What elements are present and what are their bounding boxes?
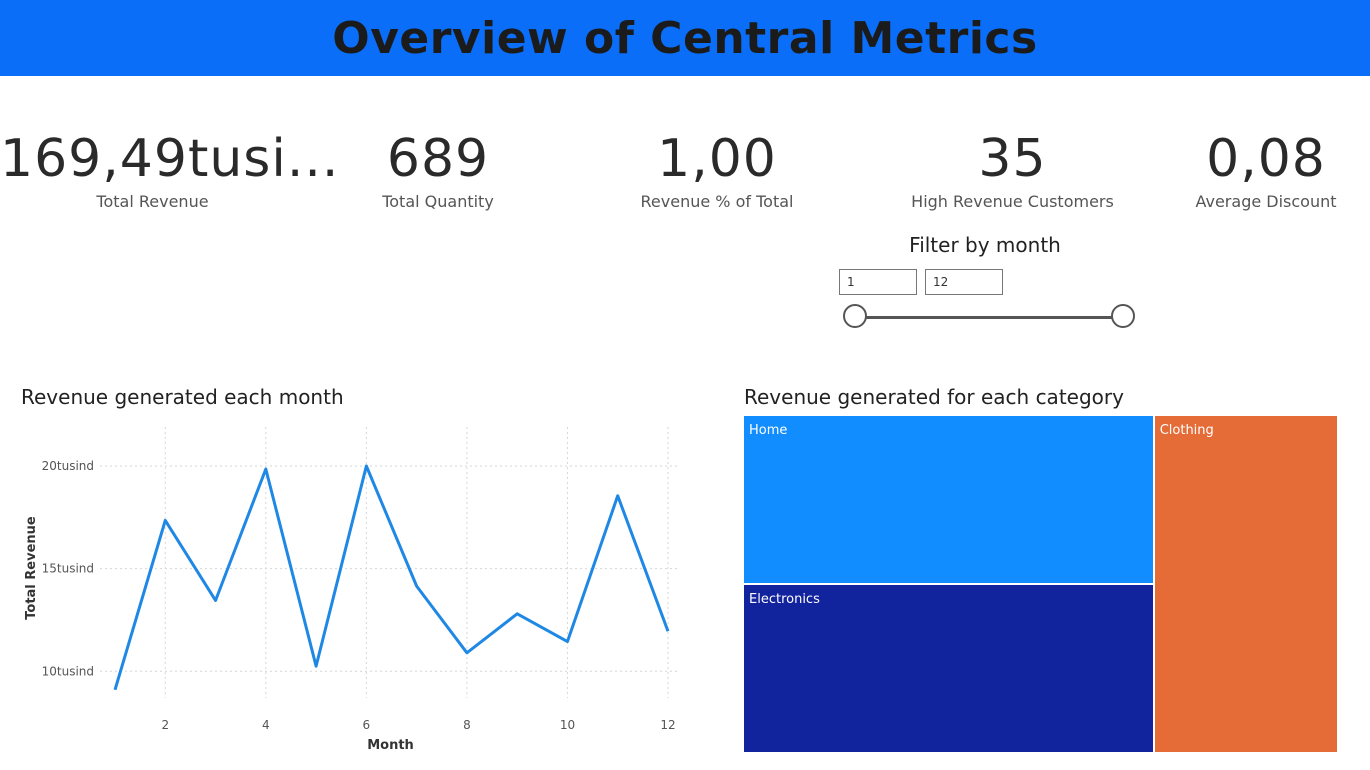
x-tick-label: 12 [660, 718, 675, 732]
kpi-value: 35 [978, 129, 1047, 189]
kpi-value: 689 [386, 129, 490, 189]
kpi-card-high-revenue-customers[interactable]: 35 High Revenue Customers [905, 128, 1120, 211]
line-chart-title: Revenue generated each month [21, 385, 344, 409]
treemap-tile-electronics[interactable]: Electronics [743, 584, 1154, 753]
slicer-max-input[interactable]: 12 [925, 269, 1003, 295]
revenue-line-chart[interactable]: 2 4 6 8 10 12 10tusind 15tusind 20tusind Month Tot… [0, 410, 700, 765]
slider-max-handle[interactable] [1111, 304, 1135, 328]
data-point [314, 664, 318, 668]
kpi-card-revenue-pct[interactable]: 1,00 Revenue % of Total [627, 128, 807, 211]
x-tick-label: 8 [463, 718, 471, 732]
page-title: Overview of Central Metrics [332, 12, 1038, 64]
kpi-card-average-discount[interactable]: 0,08 Average Discount [1187, 128, 1345, 211]
revenue-series-line [113, 464, 670, 691]
category-treemap[interactable]: Home Electronics Clothing [743, 415, 1338, 753]
x-axis-title: Month [367, 738, 414, 753]
kpi-card-total-quantity[interactable]: 689 Total Quantity [358, 128, 518, 211]
kpi-value: 0,08 [1206, 129, 1326, 189]
treemap-tile-label: Clothing [1159, 423, 1214, 438]
x-tick-label: 4 [262, 718, 270, 732]
data-point [616, 494, 620, 498]
y-tick-label: 20tusind [42, 459, 94, 473]
treemap-tile-label: Electronics [749, 592, 820, 607]
kpi-label: High Revenue Customers [911, 192, 1114, 211]
kpi-label: Total Revenue [96, 192, 209, 211]
header-bar: Overview of Central Metrics [0, 0, 1370, 76]
data-point [113, 688, 117, 692]
treemap-tile-clothing[interactable]: Clothing [1153, 415, 1338, 753]
slicer-min-input[interactable]: 1 [839, 269, 917, 295]
slicer-title: Filter by month [909, 233, 1061, 257]
kpi-label: Average Discount [1195, 192, 1337, 211]
kpi-value: 169,49tusi... [0, 129, 340, 189]
x-tick-label: 6 [363, 718, 371, 732]
slider-track[interactable] [856, 316, 1124, 319]
treemap-tile-home[interactable]: Home [743, 415, 1154, 584]
kpi-value: 1,00 [657, 129, 777, 189]
kpi-label: Total Quantity [382, 192, 494, 211]
data-point [565, 640, 569, 644]
slider-min-handle[interactable] [843, 304, 867, 328]
data-point [264, 467, 268, 471]
data-point [163, 518, 167, 522]
data-point [364, 464, 368, 468]
kpi-card-total-revenue[interactable]: 169,49tusi... Total Revenue [0, 128, 340, 211]
y-axis-title: Total Revenue [24, 516, 39, 620]
data-point [515, 612, 519, 616]
x-tick-label: 2 [161, 718, 169, 732]
data-point [415, 584, 419, 588]
y-tick-label: 10tusind [42, 664, 94, 678]
data-point [214, 598, 218, 602]
y-tick-label: 15tusind [42, 562, 94, 576]
data-point [666, 629, 670, 633]
kpi-label: Revenue % of Total [640, 192, 794, 211]
treemap-title: Revenue generated for each category [744, 385, 1124, 409]
data-point [465, 651, 469, 655]
x-tick-label: 10 [560, 718, 575, 732]
treemap-tile-label: Home [749, 423, 788, 438]
